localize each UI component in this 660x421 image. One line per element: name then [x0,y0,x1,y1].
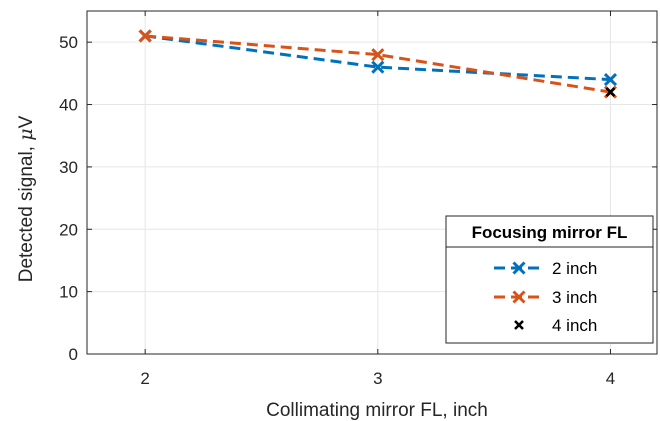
legend-label: 2 inch [552,259,597,278]
x-tick-label: 4 [606,369,615,388]
y-axis-label-prefix: Detected signal, [16,141,37,283]
x-axis-label: Collimating mirror FL, inch [266,400,488,421]
data-point-3-inch-stroke-b [138,29,152,43]
series-layer [138,29,618,99]
axis-ticks: 0 10 20 30 40 50 2 3 4 [59,11,657,388]
legend-entry-3-inch: 3 inch [494,288,597,307]
x-tick-label: 2 [140,369,149,388]
data-point-2-inch-stroke-b [603,73,618,87]
y-tick-label: 0 [69,345,78,364]
data-point-2-inch [603,73,618,87]
data-point-4-inch [605,87,616,97]
data-point-2-inch-stroke-b [371,60,385,74]
legend-swatch-marker [514,320,524,330]
y-tick-label: 50 [59,33,78,52]
y-tick-label: 20 [59,220,78,239]
legend-box [445,215,654,344]
data-point-4-inch-stroke-b [605,87,616,97]
series-4-inch [605,87,616,97]
data-point-3-inch [371,48,385,62]
y-tick-label: 30 [59,158,78,177]
legend-swatch-marker [512,261,526,275]
legend: Focusing mirror FL 2 inch 3 inch 4 inch [445,215,654,344]
legend-label: 4 inch [552,316,597,335]
plot-frame [86,10,658,355]
x-tick-label: 3 [373,369,382,388]
legend-swatch-marker-stroke-b [512,290,526,304]
legend-swatch-marker-stroke-b [512,261,526,275]
legend-entry-4-inch: 4 inch [514,316,597,335]
legend-title: Focusing mirror FL [472,223,628,242]
series-line-3-inch [145,34,611,94]
data-point-3-inch-stroke-b [371,48,385,62]
legend-entries: 2 inch 3 inch 4 inch [494,259,597,335]
y-axis-label-unit: V [16,115,37,128]
legend-label: 3 inch [552,288,597,307]
y-axis-label: Detected signal, μV [15,115,37,282]
data-point-2-inch [371,60,385,74]
legend-swatch-marker [512,290,526,304]
y-axis-label-mu-symbol: μ [15,128,37,140]
legend-entry-2-inch: 2 inch [494,259,597,278]
data-point-3-inch [138,29,152,43]
y-tick-label: 40 [59,96,78,115]
y-tick-label: 10 [59,283,78,302]
legend-swatch-marker-stroke-b [514,320,524,330]
series-line-2-inch [144,34,611,82]
